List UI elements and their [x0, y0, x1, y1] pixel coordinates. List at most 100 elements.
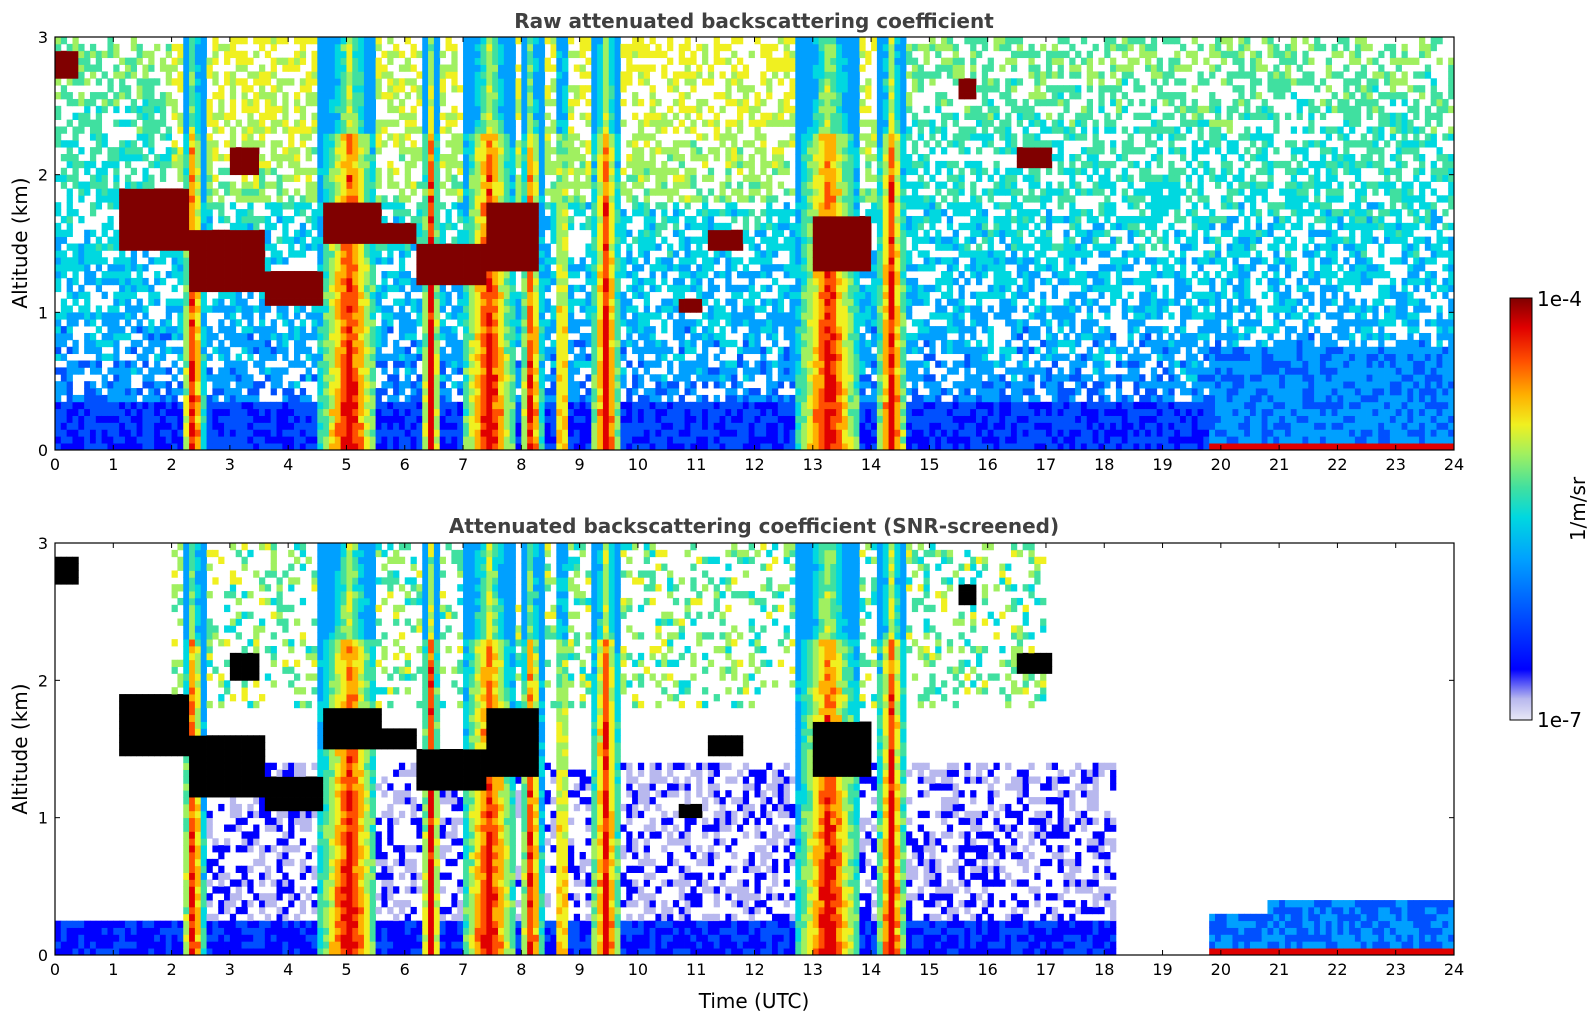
heatmap-cell: [538, 133, 546, 141]
heatmap-cell: [393, 140, 400, 148]
heatmap-cell: [567, 140, 575, 148]
heatmap-cell: [124, 429, 132, 437]
heatmap-cell: [60, 71, 68, 79]
heatmap-cell: [369, 215, 376, 224]
heatmap-cell: [468, 291, 476, 299]
heatmap-cell: [229, 202, 237, 210]
heatmap-cell: [492, 174, 499, 182]
heatmap-cell: [299, 140, 307, 148]
heatmap-cell: [323, 429, 330, 437]
heatmap-cell: [573, 174, 581, 182]
heatmap-cell: [288, 408, 295, 416]
heatmap-cell: [259, 360, 266, 368]
heatmap-cell: [532, 181, 540, 189]
heatmap-cell: [398, 415, 406, 423]
heatmap-cell: [556, 195, 563, 203]
heatmap-cell: [451, 332, 458, 341]
heatmap-cell: [393, 243, 400, 251]
heatmap-cell: [183, 415, 190, 423]
heatmap-cell: [363, 154, 371, 162]
heatmap-cell: [503, 326, 511, 334]
heatmap-cell: [299, 57, 307, 65]
heatmap-cell: [229, 429, 237, 437]
heatmap-cell: [422, 298, 429, 306]
heatmap-cell: [358, 222, 365, 231]
heatmap-cell: [334, 236, 342, 244]
heatmap-cell: [363, 326, 371, 334]
heatmap-cell: [480, 195, 487, 203]
heatmap-cell: [119, 202, 126, 210]
heatmap-cell: [439, 85, 446, 93]
heatmap-cell: [124, 346, 132, 355]
heatmap-cell: [194, 229, 202, 238]
heatmap-cell: [550, 98, 557, 107]
heatmap-cell: [468, 257, 476, 265]
heatmap-cell: [323, 415, 330, 423]
heatmap-cell: [55, 312, 62, 320]
heatmap-cell: [224, 422, 231, 430]
heatmap-cell: [387, 284, 394, 293]
heatmap-cell: [369, 394, 376, 403]
heatmap-cell: [101, 422, 108, 430]
heatmap-cell: [60, 174, 68, 182]
heatmap-cell: [299, 374, 307, 382]
heatmap-cell: [323, 236, 330, 244]
heatmap-cell: [206, 105, 213, 114]
heatmap-cell: [124, 202, 132, 210]
heatmap-cell: [486, 271, 493, 279]
heatmap-cell: [527, 181, 534, 189]
heatmap-cell: [189, 105, 196, 114]
heatmap-cell: [433, 381, 441, 389]
heatmap-cell: [282, 443, 289, 450]
heatmap-cell: [78, 43, 85, 52]
heatmap-cell: [614, 243, 621, 251]
heatmap-cell: [416, 422, 423, 430]
heatmap-cell: [60, 264, 68, 272]
heatmap-cell: [171, 222, 178, 231]
heatmap-cell: [200, 257, 207, 265]
heatmap-cell: [637, 64, 645, 72]
heatmap-cell: [503, 133, 511, 141]
heatmap-cell: [416, 154, 423, 162]
heatmap-cell: [183, 443, 190, 450]
heatmap-cell: [346, 160, 353, 169]
heatmap-cell: [521, 188, 528, 196]
heatmap-cell: [305, 374, 312, 382]
heatmap-cell: [288, 202, 295, 210]
heatmap-cell: [171, 243, 178, 251]
heatmap-cell: [428, 339, 435, 348]
heatmap-cell: [183, 71, 190, 79]
heatmap-cell: [492, 188, 499, 196]
heatmap-cell: [643, 339, 650, 348]
heatmap-cell: [200, 140, 207, 148]
heatmap-cell: [200, 388, 207, 396]
heatmap-cell: [637, 277, 645, 286]
heatmap-cell: [474, 339, 481, 348]
heatmap-cell: [474, 229, 481, 238]
heatmap-cell: [597, 57, 604, 65]
heatmap-cell: [614, 436, 621, 444]
heatmap-cell: [480, 443, 487, 450]
heatmap-cell: [515, 374, 522, 382]
heatmap-cell: [171, 429, 178, 437]
heatmap-cell: [602, 181, 610, 189]
heatmap-cell: [515, 174, 522, 182]
heatmap-cell: [194, 401, 202, 410]
heatmap-cell: [55, 408, 62, 416]
heatmap-cell: [358, 312, 365, 320]
heatmap-cell: [369, 50, 376, 59]
heatmap-cell: [410, 236, 417, 244]
heatmap-cell: [614, 92, 621, 100]
heatmap-cell: [433, 112, 441, 120]
heatmap-cell: [637, 181, 645, 189]
heatmap-cell: [404, 64, 411, 72]
heatmap-cell: [119, 381, 126, 389]
heatmap-cell: [194, 298, 202, 306]
heatmap-cell: [439, 401, 446, 410]
heatmap-cell: [375, 250, 382, 258]
heatmap-cell: [398, 154, 406, 162]
heatmap-cell: [247, 57, 254, 65]
heatmap-cell: [626, 305, 633, 313]
heatmap-cell: [78, 126, 85, 134]
heatmap-cell: [649, 374, 656, 382]
